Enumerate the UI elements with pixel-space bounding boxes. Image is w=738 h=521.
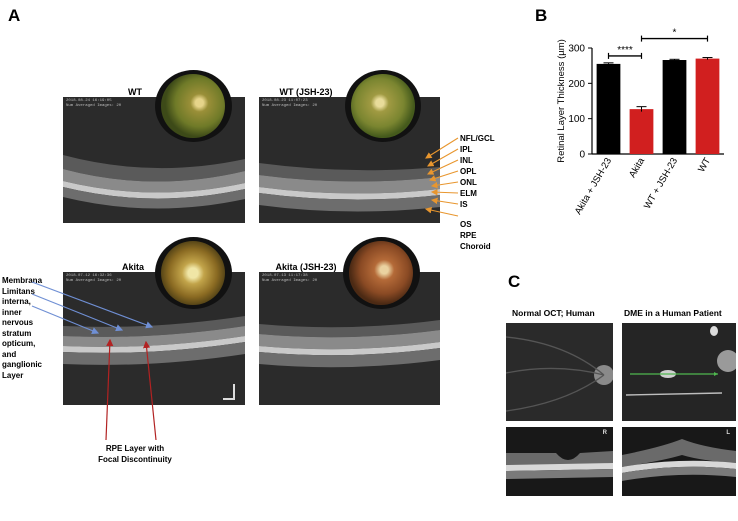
y-tick-label: 300 — [568, 44, 585, 55]
oct-meta-avg: Num Averaged Images: 20 — [262, 279, 318, 283]
significance-label: * — [673, 28, 677, 39]
dme-oct-scan: L — [622, 427, 736, 496]
y-axis-label: Retinal Layer Thickness (µm) — [556, 39, 567, 163]
oct-meta-date: 2018.07.13 11:17:38 — [262, 274, 308, 278]
fundus-disc-wt-jsh23 — [351, 74, 415, 138]
oct-meta-date: 2018.08.23 11:07:23 — [262, 99, 308, 103]
oct-meta-avg: Num Averaged Images: 20 — [66, 104, 122, 108]
layer-label: INL — [460, 156, 473, 165]
fundus-disc-wt — [161, 74, 225, 138]
rpe-annotation: RPE Layer with Focal Discontinuity — [85, 443, 185, 465]
panel-b-letter: B — [535, 6, 548, 25]
annotation-line: opticum, — [2, 339, 36, 348]
fundus-image-akita-jsh23 — [343, 237, 420, 309]
oct-meta-akita: 2018.07.12 16:32:36 Num Averaged Images:… — [66, 274, 146, 284]
fundus-disc-akita — [161, 241, 225, 305]
y-tick-label: 200 — [568, 79, 585, 90]
category-label: WT — [696, 156, 713, 174]
dme-oct-drawing — [622, 427, 736, 496]
annotation-line: and — [2, 349, 17, 359]
category-label: WT + JSH-23 — [642, 156, 680, 211]
oct-label-wt: WT — [128, 87, 142, 97]
annotation-line: Focal Discontinuity — [98, 455, 172, 464]
fundus-image-akita — [155, 237, 232, 309]
normal-oct-title: Normal OCT; Human — [512, 308, 595, 318]
oct-meta-avg: Num Averaged Images: 20 — [66, 279, 122, 283]
oct-meta-wt-jsh23: 2018.08.23 11:07:23 Num Averaged Images:… — [262, 99, 342, 109]
layer-label: IPL — [460, 145, 473, 154]
membrana-annotation: Membrana Limitans interna, inner nervous… — [2, 276, 62, 381]
significance-label: **** — [617, 45, 633, 56]
layer-label: OPL — [460, 167, 477, 176]
dme-fundus-drawing — [622, 323, 736, 421]
annotation-line: nervous — [2, 318, 34, 327]
dme-title: DME in a Human Patient — [624, 308, 722, 318]
layer-label: OS — [460, 220, 472, 229]
eye-label-r: R — [602, 430, 607, 436]
category-label: Akita + JSH-23 — [573, 156, 614, 217]
oct-meta-date: 2018.08.24 16:19:05 — [66, 99, 112, 103]
annotation-line: RPE Layer with — [105, 444, 165, 453]
oct-label-akita: Akita — [121, 262, 144, 272]
layer-label: ELM — [460, 189, 477, 198]
bar — [629, 109, 654, 154]
panel-c-letter: C — [508, 272, 521, 291]
category-label: Akita — [627, 155, 647, 179]
layer-labels: NFL/GCL IPL INL OPL ONL ELM IS OS RPE Ch… — [460, 133, 520, 252]
annotation-line: interna, — [2, 297, 31, 306]
oct-meta-date: 2018.07.12 16:32:36 — [66, 274, 112, 278]
layer-label: NFL/GCL — [460, 134, 495, 143]
oct-label-akita-jsh23: Akita (JSH-23) — [275, 262, 337, 272]
annotation-line: inner — [2, 307, 22, 317]
fundus-image-wt — [155, 70, 232, 142]
bar — [695, 58, 720, 154]
layer-label: RPE — [460, 231, 477, 240]
oct-meta-akita-jsh23: 2018.07.13 11:17:38 Num Averaged Images:… — [262, 274, 342, 284]
oct-meta-wt: 2018.08.24 16:19:05 Num Averaged Images:… — [66, 99, 146, 109]
annotation-line: ganglionic — [2, 360, 42, 369]
panel-a-letter: A — [8, 6, 21, 25]
fundus-disc-akita-jsh23 — [349, 241, 413, 305]
normal-fundus-image — [506, 323, 613, 421]
y-tick-label: 100 — [568, 114, 585, 125]
y-tick-label: 0 — [579, 150, 585, 161]
annotation-line: Limitans — [2, 286, 35, 296]
oct-meta-avg: Num Averaged Images: 20 — [262, 104, 318, 108]
oct-label-wt-jsh23: WT (JSH-23) — [279, 87, 333, 97]
annotation-line: Membrana — [2, 276, 43, 285]
normal-oct-scan: R — [506, 427, 613, 496]
eye-label-l: L — [726, 430, 730, 436]
annotation-line: stratum — [2, 328, 32, 338]
bar — [596, 63, 621, 154]
dme-fundus-image — [622, 323, 736, 421]
bar — [662, 60, 687, 154]
normal-oct-drawing — [506, 427, 613, 496]
layer-label: ONL — [460, 178, 477, 187]
layer-label: Choroid — [460, 242, 491, 251]
normal-fundus-drawing — [506, 323, 613, 421]
fundus-image-wt-jsh23 — [345, 70, 421, 142]
annotation-line: Layer — [2, 370, 24, 380]
layer-label: IS — [460, 200, 468, 209]
